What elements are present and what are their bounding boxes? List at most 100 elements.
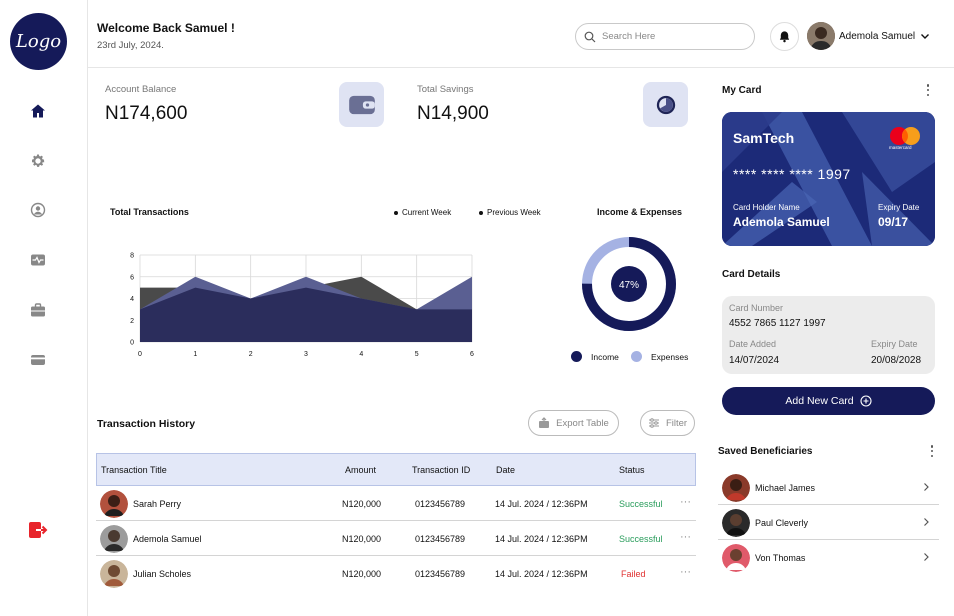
card-network: mastercard bbox=[889, 145, 912, 150]
row-amount: N120,000 bbox=[342, 534, 382, 544]
card-expiry-label: Expiry Date bbox=[878, 203, 920, 212]
donut-center bbox=[611, 266, 647, 302]
column-header: Transaction ID bbox=[412, 465, 471, 475]
transaction-history-title: Transaction History bbox=[97, 418, 196, 430]
y-tick-label: 6 bbox=[130, 274, 134, 281]
beneficiary-item[interactable]: Von Thomas bbox=[718, 540, 939, 575]
header: Welcome Back Samuel ! 23rd July, 2024. A… bbox=[88, 0, 954, 68]
export-icon bbox=[539, 417, 550, 428]
x-tick-label: 0 bbox=[138, 351, 142, 358]
legend-current-week: Current Week bbox=[394, 208, 451, 217]
user-icon[interactable] bbox=[29, 201, 47, 219]
chevron-down-icon[interactable] bbox=[919, 30, 931, 42]
savings-label: Total Savings bbox=[417, 84, 474, 95]
transactions-area-chart: 0 1 2 3 4 5 6 0 2 4 6 8 bbox=[130, 253, 474, 359]
card-holder: Ademola Samuel bbox=[733, 215, 830, 229]
search-icon bbox=[584, 31, 596, 42]
beneficiary-name: Von Thomas bbox=[755, 553, 806, 563]
table-row[interactable]: Julian Scholes N120,000 0123456789 14 Ju… bbox=[96, 556, 696, 591]
column-header: Status bbox=[619, 465, 645, 475]
legend-dot bbox=[394, 210, 398, 215]
card-number-label: Card Number bbox=[729, 303, 784, 313]
x-tick-label: 2 bbox=[249, 351, 253, 358]
plus-circle-icon bbox=[860, 395, 872, 407]
row-title: Sarah Perry bbox=[133, 499, 182, 509]
wallet-icon bbox=[339, 82, 384, 127]
column-header: Amount bbox=[345, 465, 377, 475]
row-date: 14 Jul. 2024 / 12:36PM bbox=[495, 569, 588, 579]
filter-button[interactable]: Filter bbox=[640, 410, 695, 436]
legend-dot bbox=[631, 351, 642, 362]
gear-icon[interactable] bbox=[29, 152, 47, 170]
beneficiary-item[interactable]: Paul Cleverly bbox=[718, 505, 939, 540]
x-tick-label: 4 bbox=[359, 351, 363, 358]
more-options-button[interactable]: ··· bbox=[680, 531, 691, 543]
notification-button[interactable] bbox=[770, 22, 799, 51]
search-input[interactable] bbox=[602, 31, 742, 42]
filter-label: Filter bbox=[665, 417, 688, 429]
row-id: 0123456789 bbox=[415, 569, 466, 579]
date-added-label: Date Added bbox=[729, 339, 777, 349]
avatar bbox=[722, 509, 750, 537]
export-table-button[interactable]: Export Table bbox=[528, 410, 619, 436]
income-expenses-donut: 47% bbox=[582, 237, 676, 331]
logo[interactable]: Logo bbox=[10, 13, 67, 70]
balance-label: Account Balance bbox=[105, 84, 177, 95]
x-tick-label: 3 bbox=[304, 351, 308, 358]
table-row[interactable]: Sarah Perry N120,000 0123456789 14 Jul. … bbox=[96, 486, 696, 521]
y-tick-label: 2 bbox=[130, 318, 134, 325]
credit-card-icon[interactable] bbox=[29, 351, 47, 369]
logo-text: Logo bbox=[15, 31, 62, 52]
legend-dot bbox=[571, 351, 582, 362]
add-card-label: Add New Card bbox=[785, 395, 854, 407]
more-options-button[interactable]: ··· bbox=[680, 496, 691, 508]
card-expiry: 09/17 bbox=[878, 215, 909, 229]
logout-icon[interactable] bbox=[28, 520, 48, 540]
transactions-chart-title: Total Transactions bbox=[110, 207, 189, 217]
donut-percent: 47% bbox=[619, 280, 639, 291]
income-ring bbox=[582, 237, 676, 331]
search-bar[interactable] bbox=[575, 23, 755, 50]
expiry-date-value: 20/08/2028 bbox=[871, 355, 922, 366]
add-new-card-button[interactable]: Add New Card bbox=[722, 387, 935, 415]
saved-beneficiaries-title: Saved Beneficiaries bbox=[718, 446, 813, 457]
briefcase-icon[interactable] bbox=[29, 301, 47, 319]
y-tick-label: 4 bbox=[130, 296, 134, 303]
x-tick-label: 6 bbox=[470, 351, 474, 358]
chevron-right-icon bbox=[924, 518, 929, 526]
beneficiary-name: Michael James bbox=[755, 483, 816, 493]
beneficiaries-menu-icon[interactable] bbox=[930, 445, 934, 457]
row-title: Julian Scholes bbox=[133, 569, 192, 579]
date-added-value: 14/07/2024 bbox=[729, 355, 780, 366]
expiry-date-label: Expiry Date bbox=[871, 339, 918, 349]
column-header: Transaction Title bbox=[101, 465, 167, 475]
transaction-table: Transaction Title Amount Transaction ID … bbox=[96, 453, 696, 591]
activity-icon[interactable] bbox=[29, 251, 47, 269]
welcome-text: Welcome Back Samuel ! bbox=[97, 21, 235, 35]
legend-previous-week: Previous Week bbox=[479, 208, 541, 217]
avatar bbox=[100, 560, 128, 588]
column-header: Date bbox=[496, 465, 516, 475]
table-row[interactable]: Ademola Samuel N120,000 0123456789 14 Ju… bbox=[96, 521, 696, 556]
card-number: **** **** **** 1997 bbox=[733, 166, 851, 182]
bell-icon bbox=[779, 31, 790, 43]
chevron-right-icon bbox=[924, 553, 929, 561]
current-date: 23rd July, 2024. bbox=[97, 40, 164, 51]
card-brand: SamTech bbox=[733, 130, 795, 146]
card-holder-label: Card Holder Name bbox=[733, 203, 800, 212]
more-options-button[interactable]: ··· bbox=[680, 566, 691, 578]
balance-value: N174,600 bbox=[105, 103, 188, 124]
beneficiary-item[interactable]: Michael James bbox=[718, 470, 939, 505]
export-label: Export Table bbox=[556, 417, 609, 429]
avatar bbox=[722, 474, 750, 502]
my-card-menu-icon[interactable] bbox=[926, 84, 930, 96]
pie-chart-icon bbox=[643, 82, 688, 127]
avatar bbox=[100, 490, 128, 518]
legend-dot bbox=[479, 210, 483, 215]
status-badge: Successful bbox=[619, 534, 663, 544]
home-icon[interactable] bbox=[29, 102, 47, 120]
row-date: 14 Jul. 2024 / 12:36PM bbox=[495, 534, 588, 544]
bank-card[interactable]: SamTech mastercard **** **** **** 1997 C… bbox=[722, 112, 935, 246]
y-tick-label: 0 bbox=[130, 340, 134, 347]
avatar[interactable] bbox=[807, 22, 835, 50]
